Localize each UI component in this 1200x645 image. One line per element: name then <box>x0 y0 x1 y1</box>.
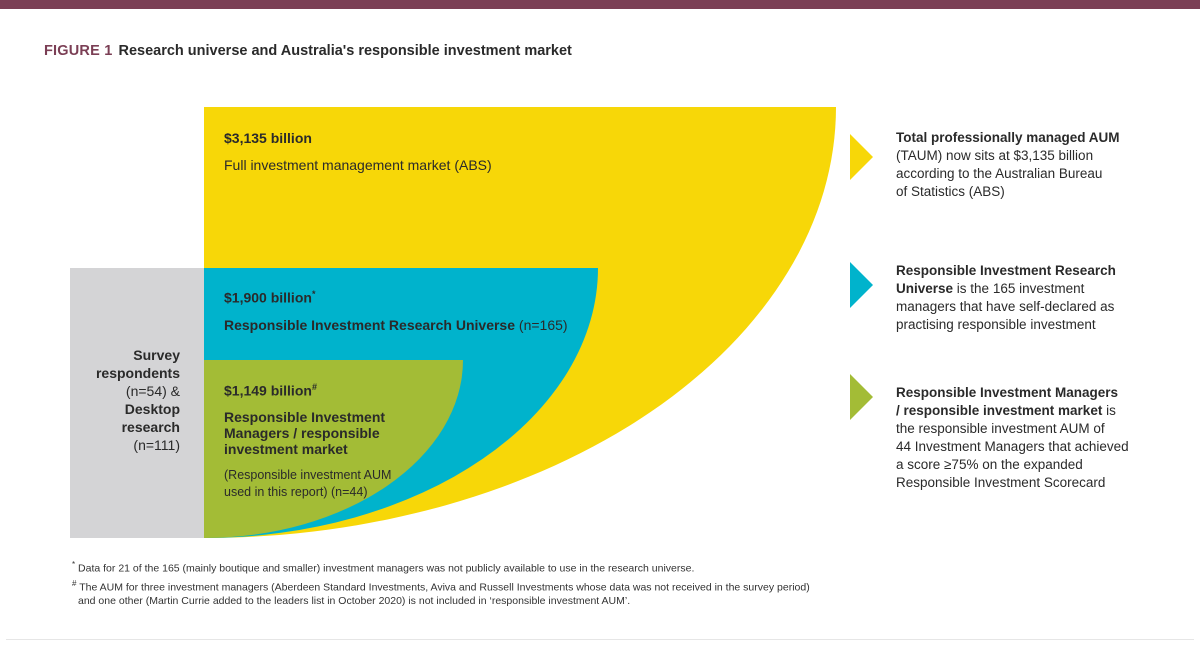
figure-title-text: Research universe and Australia's respon… <box>118 43 572 59</box>
survey-line4: Desktop <box>124 401 180 417</box>
research-universe-n: (n=165) <box>518 317 568 333</box>
full-market-label: Full investment management market (ABS) <box>224 157 492 173</box>
ri-managers-marker: # <box>311 382 317 392</box>
footnote-2-line1: The AUM for three investment managers (A… <box>79 581 810 594</box>
top-accent-bar <box>0 0 1200 9</box>
figure-number: FIGURE 1 <box>44 43 113 59</box>
survey-grey-block <box>70 268 205 538</box>
note-ri-managers: Responsible Investment Managers / respon… <box>896 384 1129 492</box>
ri-managers-value-wrap: $1,149 billion# <box>224 382 317 399</box>
research-universe-value: $1,900 billion <box>224 289 312 306</box>
arrow-icon-blue <box>850 262 873 308</box>
figure-title: FIGURE 1 Research universe and Australia'… <box>44 43 572 59</box>
note-full-market: Total professionally managed AUM (TAUM) … <box>896 129 1120 201</box>
survey-line3: (n=54) & <box>125 383 180 399</box>
research-universe-label-wrap: Responsible Investment Research Universe… <box>224 317 568 333</box>
note1-line3: according to the Australian Bureau <box>896 166 1103 181</box>
note1-line4: of Statistics (ABS) <box>896 184 1005 199</box>
note3-line4: 44 Investment Managers that achieved <box>896 439 1129 454</box>
note-research-universe: Responsible Investment Research Universe… <box>896 262 1116 334</box>
note3-line5: a score ≥75% on the expanded <box>896 457 1083 472</box>
survey-line6: (n=111) <box>133 437 180 453</box>
ri-managers-label-line2: Managers / responsible <box>224 425 380 441</box>
note1-line2: (TAUM) now sits at $3,135 billion <box>896 148 1094 163</box>
ri-managers-sub-line2: used in this report) (n=44) <box>224 485 368 499</box>
note3-rest2: is <box>1102 403 1116 418</box>
note3-line3: the responsible investment AUM of <box>896 421 1105 436</box>
ri-managers-label-line3: investment market <box>224 441 348 457</box>
note2-line4: practising responsible investment <box>896 317 1096 332</box>
survey-line2: respondents <box>95 365 180 381</box>
footnote-1: * Data for 21 of the 165 (mainly boutiqu… <box>72 558 694 576</box>
footnote-2-marker: # <box>72 579 77 588</box>
survey-label: Survey respondents (n=54) & Desktop rese… <box>70 346 180 454</box>
arrow-icon-green <box>850 374 873 420</box>
note2-line3: managers that have self-declared as <box>896 299 1115 314</box>
survey-line1: Survey <box>133 347 180 363</box>
footnote-2-line2: and one other (Martin Currie added to th… <box>78 594 631 607</box>
footnote-1-marker: * <box>72 560 76 569</box>
footnote-1-text: Data for 21 of the 165 (mainly boutique … <box>78 562 695 575</box>
ri-managers-label: Responsible Investment Managers / respon… <box>224 409 385 457</box>
ri-managers-value: $1,149 billion <box>224 382 312 399</box>
note2-rest2: is the 165 investment <box>953 281 1085 296</box>
ri-managers-label-line1: Responsible Investment <box>224 409 386 425</box>
ri-managers-sub: (Responsible investment AUM used in this… <box>224 467 391 501</box>
note3-bold2: / responsible investment market <box>896 403 1103 418</box>
ri-managers-green-shape <box>204 360 463 538</box>
arrow-icon-yellow <box>850 134 873 180</box>
research-universe-value-wrap: $1,900 billion* <box>224 289 315 306</box>
footnote-2: # The AUM for three investment managers … <box>72 577 810 608</box>
note2-bold1: Responsible Investment Research <box>896 263 1116 278</box>
note3-line6: Responsible Investment Scorecard <box>896 475 1106 490</box>
ri-managers-sub-line1: (Responsible investment AUM <box>224 468 392 482</box>
research-universe-label: Responsible Investment Research Universe <box>224 317 516 333</box>
note3-bold1: Responsible Investment Managers <box>896 385 1119 400</box>
full-market-value: $3,135 billion <box>224 130 312 146</box>
survey-line5: research <box>121 419 180 435</box>
note1-bold1: Total professionally managed AUM <box>896 130 1120 145</box>
research-universe-marker: * <box>311 289 316 299</box>
note2-bold2: Universe <box>896 281 954 296</box>
